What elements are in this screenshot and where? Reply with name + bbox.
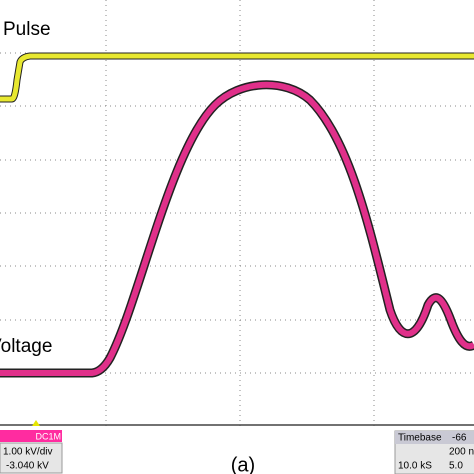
channel-coupling: DC1M (35, 431, 61, 441)
timebase-scale: 200 ns (449, 447, 474, 458)
channel-badge (0, 430, 62, 442)
pulse-label: Pulse (3, 19, 51, 40)
trigger-marker (32, 420, 40, 426)
voltage-label: Voltage (0, 336, 52, 357)
channel-offset: -3.040 kV (6, 461, 49, 472)
channel-scale: 1.00 kV/div (3, 447, 52, 458)
timebase-samples: 10.0 kS (398, 461, 432, 472)
pulse-trace (0, 53, 474, 102)
channel-box (0, 442, 63, 474)
timebase-title: Timebase (398, 433, 442, 444)
caption: (a) (231, 454, 255, 474)
timebase-header (395, 431, 474, 444)
screen (0, 0, 474, 426)
voltage-trace (0, 81, 474, 376)
timebase-position: -66 (452, 433, 467, 444)
timebase-rate: 5.0 (449, 461, 463, 472)
